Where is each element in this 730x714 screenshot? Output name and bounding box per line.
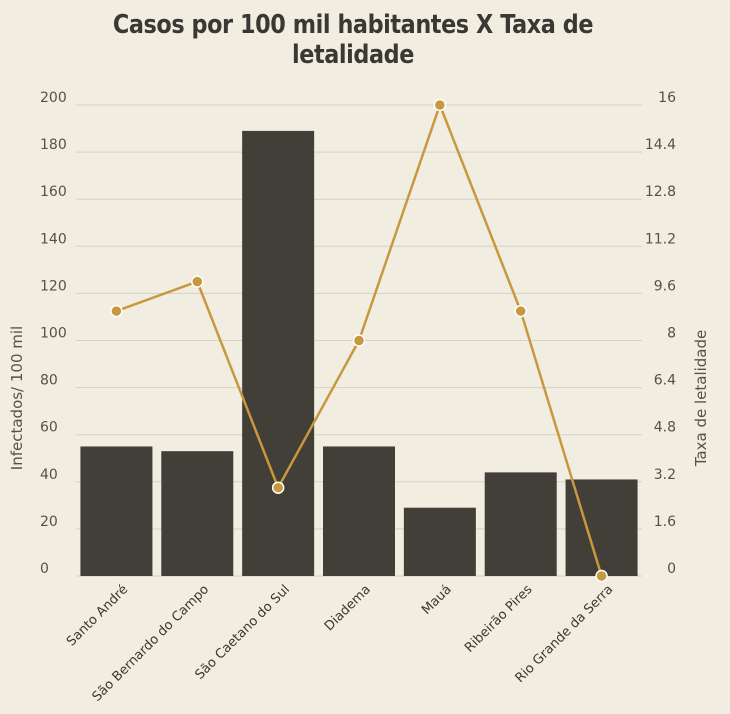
- category-label: Mauá: [419, 582, 455, 618]
- bar: [484, 472, 557, 576]
- y-left-tick-label: 0: [40, 561, 49, 577]
- bar: [323, 446, 395, 576]
- rate-line: [110, 98, 608, 583]
- gridlines: [76, 104, 642, 577]
- rate-point: [595, 569, 608, 583]
- y-axis-right-label: Taxa de letalidade: [692, 330, 710, 468]
- category-label: Diadema: [322, 582, 374, 634]
- y-left-tick-label: 60: [40, 420, 58, 436]
- y-axis-left-label: Infectados/ 100 mil: [8, 326, 26, 470]
- y-left-tick-label: 100: [40, 326, 67, 342]
- rate-point: [191, 275, 204, 288]
- rate-point: [352, 334, 366, 347]
- y-left-tick-label: 200: [40, 90, 67, 106]
- chart-title: Casos por 100 mil habitantes X Taxa de l…: [112, 10, 594, 70]
- rate-point: [110, 304, 123, 318]
- category-label: Ribeirão Pires: [462, 582, 536, 656]
- y-right-tick-label: 0: [667, 561, 676, 577]
- bar: [161, 451, 234, 576]
- y-right-tick-label: 11.2: [645, 231, 676, 247]
- rate-point: [433, 98, 447, 112]
- y-left-tick-label: 180: [40, 137, 67, 153]
- y-right-tick-label: 1.6: [654, 514, 676, 530]
- y-right-tick-label: 9.6: [654, 278, 676, 294]
- bar: [242, 130, 315, 576]
- y-right-tick-label: 4.8: [654, 420, 676, 436]
- y-left-tick-label: 20: [40, 514, 58, 530]
- y-left-tick-label: 40: [40, 467, 58, 483]
- category-label: Santo André: [64, 582, 131, 649]
- y-left-tick-label: 160: [40, 184, 67, 200]
- y-right-tick-label: 3.2: [654, 467, 676, 483]
- y-right-tick-label: 16: [658, 90, 676, 106]
- y-right-tick-label: 12.8: [645, 184, 676, 200]
- rate-point: [514, 304, 527, 318]
- y-left-tick-label: 120: [40, 278, 67, 294]
- bars: [80, 130, 638, 576]
- bar: [403, 507, 476, 576]
- y-right-tick-label: 14.4: [645, 137, 676, 153]
- y-left-tick-label: 80: [40, 373, 58, 389]
- bar: [80, 446, 153, 576]
- y-right-tick-label: 6.4: [654, 373, 676, 389]
- y-right-tick-label: 8: [667, 326, 676, 342]
- tick-labels: 0 0 20 1.6 40 3.2 60 4.8 80 6.4 100 8 120 9.6 140 11.2 1…: [40, 90, 676, 577]
- rate-point: [271, 481, 285, 494]
- y-left-tick-label: 140: [40, 231, 67, 247]
